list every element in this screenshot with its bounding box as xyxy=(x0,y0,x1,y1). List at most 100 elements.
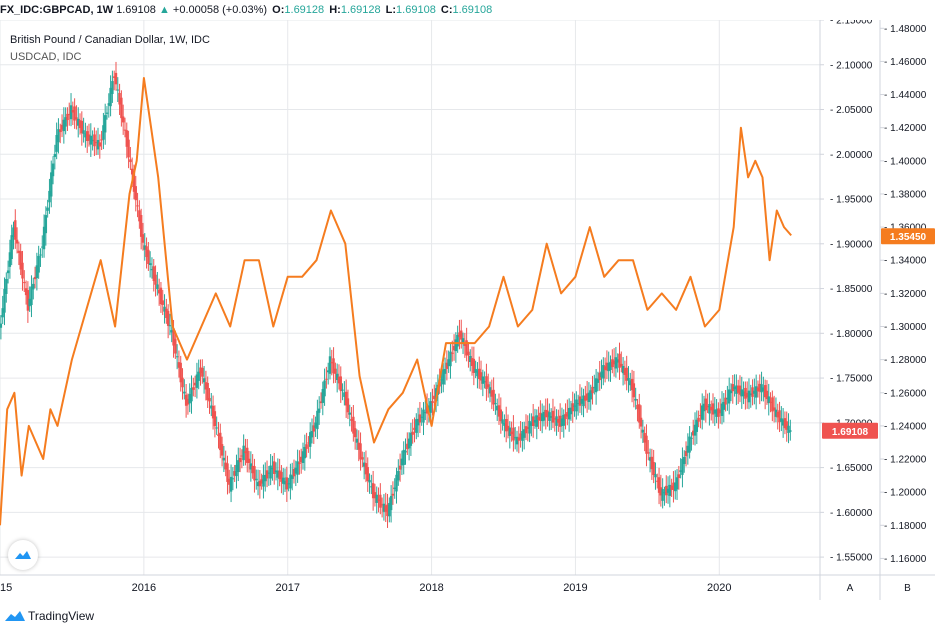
candle-body xyxy=(129,159,132,163)
candle-body xyxy=(567,407,571,420)
candle-body xyxy=(650,456,654,470)
candle-body xyxy=(776,411,779,418)
candle-body xyxy=(317,408,321,413)
candle-body xyxy=(710,406,713,411)
candle-body xyxy=(89,135,93,145)
candle-body xyxy=(262,475,265,487)
candle-body xyxy=(219,432,222,451)
candle-body xyxy=(521,430,524,441)
candle-body xyxy=(555,416,558,426)
ytick-a-label: - 1.85000 xyxy=(830,284,873,295)
candle-body xyxy=(593,387,596,389)
candle-body xyxy=(103,115,107,133)
scale-label-b[interactable]: B xyxy=(904,583,911,594)
candle-body xyxy=(375,494,378,503)
candle-body xyxy=(127,139,130,158)
candle-body xyxy=(614,357,618,369)
candle-body xyxy=(508,427,512,436)
candle-body xyxy=(112,76,116,78)
candle-body xyxy=(50,172,53,197)
candle-body xyxy=(745,392,749,398)
ytick-b-label: - 1.42000 xyxy=(884,123,927,134)
candle-body xyxy=(134,186,137,201)
candle-body xyxy=(683,456,686,464)
candle-body xyxy=(305,444,308,449)
last-price-badge-usdcad xyxy=(881,228,935,245)
candle-body xyxy=(6,270,10,274)
candle-body xyxy=(206,382,209,401)
candle-body xyxy=(540,413,544,422)
candle-body xyxy=(37,255,40,273)
candle-body xyxy=(344,391,348,406)
candle-body xyxy=(152,266,155,282)
candle-body xyxy=(242,445,245,461)
candle-body xyxy=(343,392,346,397)
candle-body xyxy=(469,355,472,363)
candle-body xyxy=(321,389,324,403)
candle-body xyxy=(267,472,271,474)
candle-body xyxy=(355,438,359,443)
legend-series-usdcad[interactable]: USDCAD, IDC xyxy=(10,51,82,63)
candle-body xyxy=(255,478,258,480)
candle-body xyxy=(537,416,540,421)
candle-body xyxy=(727,389,731,404)
legend-series-gbpcad[interactable]: British Pound / Canadian Dollar, 1W, IDC xyxy=(10,34,210,46)
candle-body xyxy=(183,391,186,394)
candle-body xyxy=(753,390,756,394)
candle-body xyxy=(57,129,60,143)
price-chart[interactable]: - 2.15000 - 2.10000 - 2.05000 - 2.00000 - 1.… xyxy=(0,20,935,600)
candle-body xyxy=(229,476,233,492)
candle-body xyxy=(542,411,546,421)
candle-body xyxy=(522,429,526,438)
candle-body xyxy=(141,234,145,243)
xtick-2019: 2019 xyxy=(563,582,587,594)
candle-body xyxy=(718,409,722,414)
candle-body xyxy=(87,134,91,141)
candle-body xyxy=(533,419,537,423)
candle-body xyxy=(362,462,366,467)
candle-body xyxy=(357,442,360,450)
candle-body xyxy=(201,367,204,377)
candle-body xyxy=(156,284,159,290)
candle-body xyxy=(497,405,501,417)
candle-body xyxy=(348,412,351,415)
candle-body xyxy=(546,410,549,418)
candle-body xyxy=(548,412,551,421)
candle-body xyxy=(456,334,459,347)
candle-body xyxy=(42,226,46,250)
candle-body xyxy=(159,287,163,305)
candle-body xyxy=(789,430,792,432)
candle-body xyxy=(264,474,267,482)
candle-body xyxy=(382,503,386,512)
candle-body xyxy=(199,367,202,374)
candle-body xyxy=(772,407,776,411)
candle-body xyxy=(774,409,778,417)
scale-label-a[interactable]: A xyxy=(847,583,854,594)
candle-body xyxy=(787,425,790,433)
candle-body xyxy=(557,419,560,423)
candle-body xyxy=(28,298,31,307)
candle-body xyxy=(125,130,128,147)
candle-body xyxy=(273,461,276,474)
candle-body xyxy=(731,384,734,392)
candle-body xyxy=(364,463,368,475)
ytick-a-label: - 1.95000 xyxy=(830,195,873,206)
tradingview-logo-icon[interactable] xyxy=(8,540,38,570)
candle-body xyxy=(609,361,612,371)
brand-name[interactable]: TradingView xyxy=(28,609,95,623)
candle-body xyxy=(98,142,102,147)
candle-body xyxy=(447,359,450,367)
candle-body xyxy=(494,403,497,405)
candle-body xyxy=(233,471,236,476)
candle-body xyxy=(420,416,423,418)
candle-body xyxy=(100,139,103,141)
candle-body xyxy=(490,390,494,397)
candle-body xyxy=(352,416,355,434)
symbol-title[interactable]: FX_IDC:GBPCAD, 1W xyxy=(0,4,114,16)
symbol-header: FX_IDC:GBPCAD, 1W 1.69108 ▲ +0.00058 (+0… xyxy=(0,0,935,20)
candle-body xyxy=(148,263,152,266)
candle-body xyxy=(188,394,191,404)
candle-body xyxy=(460,330,463,340)
candle-body xyxy=(269,465,272,479)
candle-body xyxy=(479,372,483,381)
